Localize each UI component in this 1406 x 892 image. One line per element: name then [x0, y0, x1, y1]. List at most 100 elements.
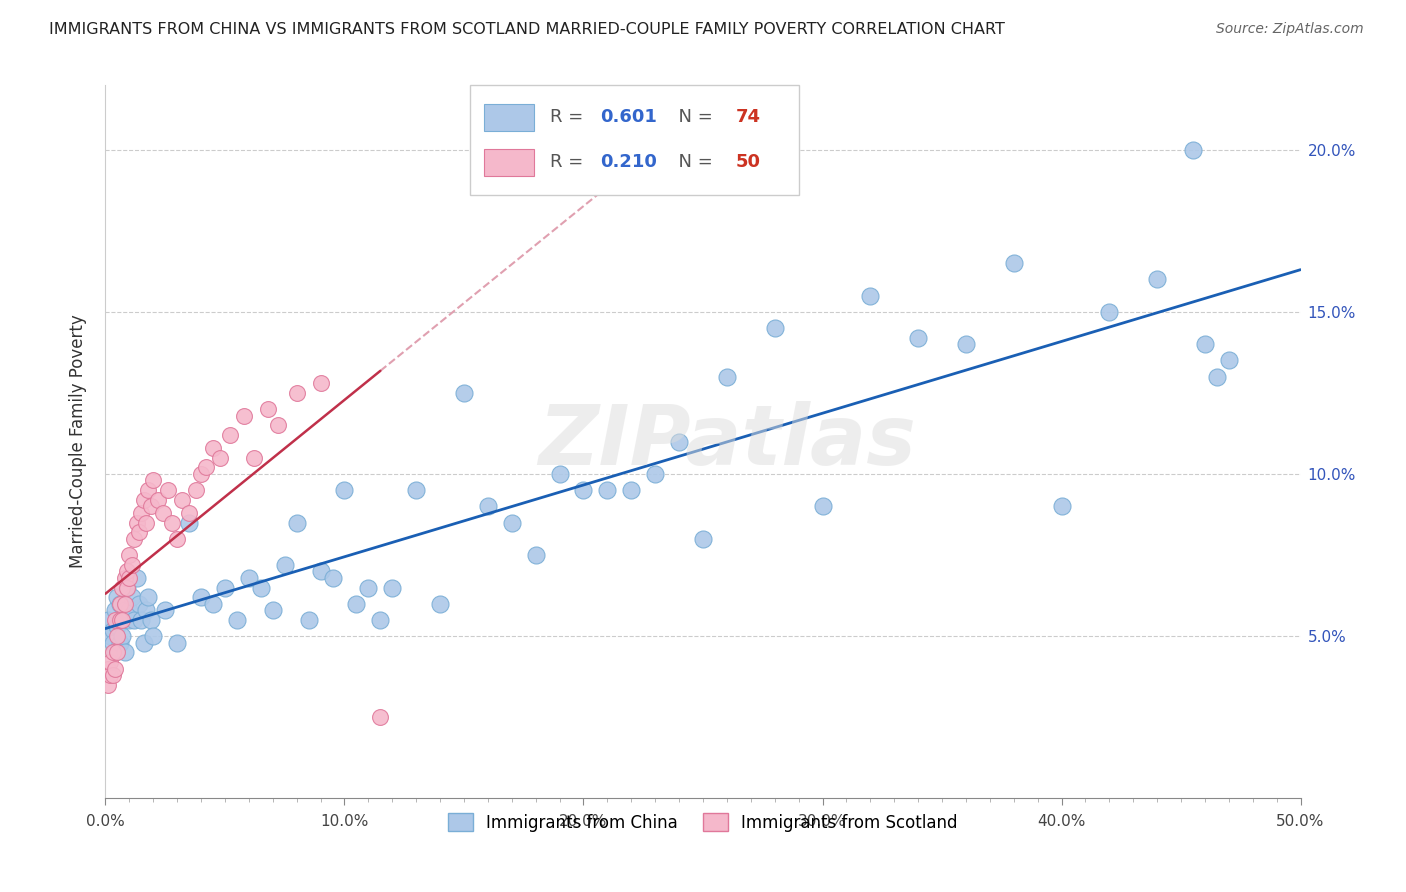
Point [121, 591, 143, 605]
Point [138, 591, 160, 605]
Point [1050, 500, 1073, 514]
Point [716, 369, 738, 384]
Point [190, 591, 212, 605]
Point [186, 483, 208, 498]
Point [811, 500, 834, 514]
Point [209, 450, 232, 465]
Point [1194, 337, 1216, 351]
Point [955, 337, 977, 351]
Point [122, 613, 145, 627]
Point [346, 597, 368, 611]
Point [405, 483, 427, 498]
Text: Source: ZipAtlas.com: Source: ZipAtlas.com [1216, 22, 1364, 37]
Point [620, 483, 643, 498]
Point [122, 532, 145, 546]
Point [139, 613, 162, 627]
Point [97, 613, 120, 627]
Point [125, 516, 148, 530]
Point [1181, 143, 1204, 157]
Point [146, 492, 169, 507]
Point [108, 597, 131, 611]
Point [298, 613, 321, 627]
Point [596, 483, 619, 498]
Point [97, 678, 120, 692]
Point [107, 619, 129, 633]
Point [114, 645, 136, 659]
Point [118, 548, 141, 562]
Point [572, 483, 595, 498]
Point [548, 467, 571, 481]
Text: N =: N = [666, 153, 718, 170]
Text: N =: N = [666, 108, 718, 126]
Point [907, 331, 929, 345]
Y-axis label: Married-Couple Family Poverty: Married-Couple Family Poverty [69, 315, 87, 568]
Point [114, 603, 136, 617]
Point [333, 483, 356, 498]
Point [129, 506, 153, 520]
Point [111, 613, 134, 627]
Point [429, 597, 451, 611]
Point [108, 613, 131, 627]
Point [368, 710, 391, 724]
Point [477, 500, 499, 514]
Point [107, 591, 129, 605]
Point [108, 597, 131, 611]
Point [118, 571, 141, 585]
Text: R =: R = [550, 108, 589, 126]
Point [115, 564, 138, 578]
Point [453, 385, 475, 400]
Point [156, 483, 179, 498]
Point [138, 483, 160, 498]
Point [170, 492, 193, 507]
Text: R =: R = [550, 153, 589, 170]
Legend: Immigrants from China, Immigrants from Scotland: Immigrants from China, Immigrants from S… [440, 805, 966, 840]
Point [152, 506, 174, 520]
FancyBboxPatch shape [484, 149, 534, 176]
Text: 0.601: 0.601 [600, 108, 657, 126]
Point [104, 662, 127, 676]
Point [101, 623, 124, 637]
Point [859, 288, 882, 302]
Point [501, 516, 523, 530]
Point [104, 603, 127, 617]
Point [111, 581, 134, 595]
Point [132, 492, 155, 507]
Point [194, 460, 217, 475]
Point [135, 516, 157, 530]
Point [97, 662, 120, 676]
Point [101, 645, 124, 659]
Point [257, 402, 280, 417]
Point [177, 516, 201, 530]
Point [381, 581, 404, 595]
Point [273, 558, 295, 572]
Point [115, 581, 138, 595]
Point [98, 668, 121, 682]
Point [162, 516, 184, 530]
Point [101, 668, 124, 682]
Point [135, 603, 157, 617]
Point [1206, 369, 1229, 384]
Point [1002, 256, 1025, 270]
Point [1098, 305, 1121, 319]
Point [285, 385, 308, 400]
Point [763, 321, 786, 335]
Point [218, 428, 240, 442]
Text: 50: 50 [735, 153, 761, 170]
Point [250, 581, 273, 595]
Point [321, 571, 344, 585]
Point [1218, 353, 1240, 368]
Point [125, 571, 148, 585]
Point [266, 418, 288, 433]
Point [108, 635, 131, 649]
Point [166, 532, 188, 546]
Point [242, 450, 264, 465]
Point [285, 516, 308, 530]
Point [107, 645, 129, 659]
Point [98, 655, 121, 669]
Point [139, 500, 162, 514]
Point [202, 441, 225, 455]
Point [118, 613, 141, 627]
Point [132, 635, 155, 649]
Point [128, 597, 150, 611]
Point [668, 434, 690, 449]
